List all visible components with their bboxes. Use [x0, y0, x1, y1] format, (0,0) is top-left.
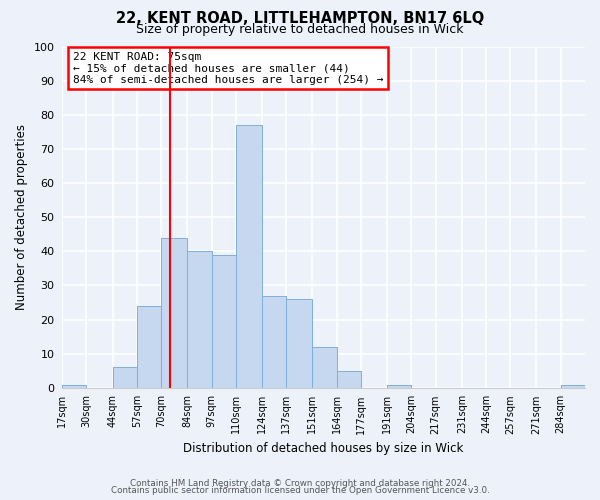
- Text: Contains HM Land Registry data © Crown copyright and database right 2024.: Contains HM Land Registry data © Crown c…: [130, 478, 470, 488]
- Y-axis label: Number of detached properties: Number of detached properties: [15, 124, 28, 310]
- Bar: [212, 255, 236, 388]
- Bar: [113, 368, 137, 388]
- Text: Contains public sector information licensed under the Open Government Licence v3: Contains public sector information licen…: [110, 486, 490, 495]
- Text: 22 KENT ROAD: 75sqm
← 15% of detached houses are smaller (44)
84% of semi-detach: 22 KENT ROAD: 75sqm ← 15% of detached ho…: [73, 52, 383, 85]
- Text: Size of property relative to detached houses in Wick: Size of property relative to detached ho…: [136, 22, 464, 36]
- Bar: [286, 299, 313, 388]
- Bar: [262, 296, 286, 388]
- Bar: [561, 384, 585, 388]
- Bar: [337, 371, 361, 388]
- Text: 22, KENT ROAD, LITTLEHAMPTON, BN17 6LQ: 22, KENT ROAD, LITTLEHAMPTON, BN17 6LQ: [116, 11, 484, 26]
- Bar: [387, 384, 412, 388]
- Bar: [313, 347, 337, 388]
- X-axis label: Distribution of detached houses by size in Wick: Distribution of detached houses by size …: [184, 442, 464, 455]
- Bar: [62, 384, 86, 388]
- Bar: [137, 306, 161, 388]
- Bar: [161, 238, 187, 388]
- Bar: [187, 252, 212, 388]
- Bar: [236, 125, 262, 388]
